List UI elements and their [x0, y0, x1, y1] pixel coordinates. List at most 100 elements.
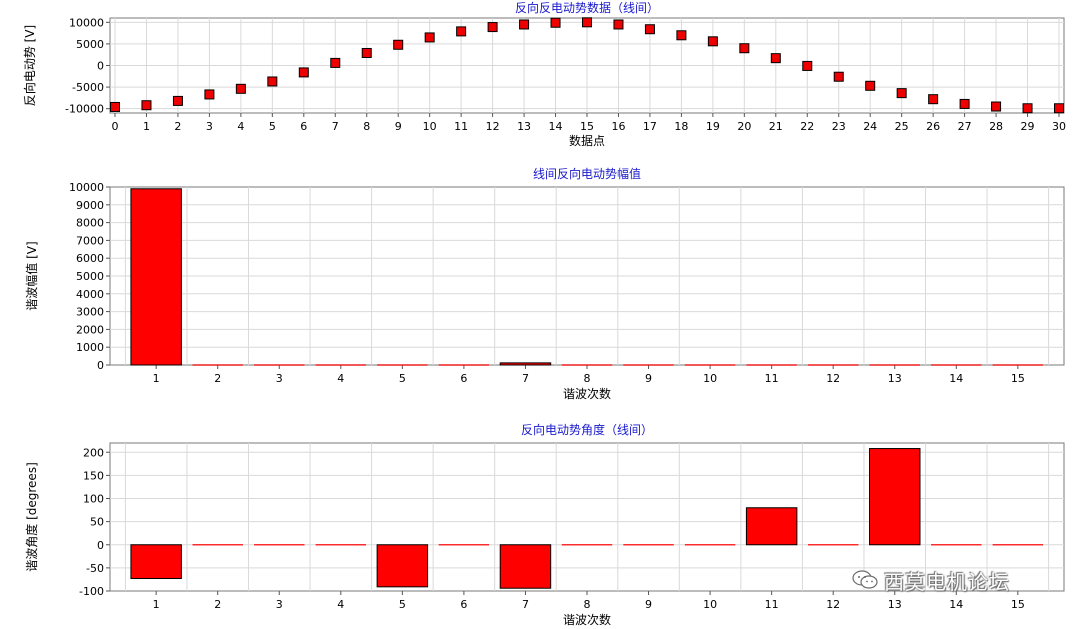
x-tick-label: 17	[643, 120, 657, 133]
x-tick-label: 15	[1011, 598, 1025, 611]
data-point	[204, 89, 215, 100]
x-tick-label: 2	[214, 372, 221, 385]
x-tick-label: 11	[765, 598, 779, 611]
watermark: 西莫电机论坛	[852, 566, 1010, 594]
y-tick-label: 2000	[76, 323, 104, 336]
x-tick-label: 10	[423, 120, 437, 133]
y-tick-label: 3000	[76, 306, 104, 319]
x-tick-label: 12	[826, 598, 840, 611]
x-tick-label: 26	[926, 120, 940, 133]
x-tick-label: 11	[454, 120, 468, 133]
data-point	[519, 19, 530, 30]
data-point	[424, 32, 435, 43]
x-tick-label: 6	[460, 598, 467, 611]
y-tick-label: 0	[97, 60, 104, 73]
data-point	[235, 83, 246, 94]
data-point	[456, 26, 467, 37]
y-tick-label: 150	[83, 469, 104, 482]
x-tick-label: 20	[737, 120, 751, 133]
data-point	[141, 100, 152, 111]
x-tick-label: 27	[958, 120, 972, 133]
y-tick-label: 10000	[69, 181, 104, 194]
x-tick-label: 4	[237, 120, 244, 133]
x-tick-label: 23	[832, 120, 846, 133]
bar	[869, 448, 921, 546]
x-axis-label: 谐波次数	[563, 386, 611, 401]
data-point	[298, 67, 309, 78]
x-tick-label: 9	[645, 372, 652, 385]
x-tick-label: 5	[399, 598, 406, 611]
data-point	[361, 47, 372, 58]
x-tick-label: 18	[674, 120, 688, 133]
x-tick-label: 8	[584, 372, 591, 385]
watermark-text: 西莫电机论坛	[884, 569, 1010, 594]
bar	[130, 188, 182, 366]
x-tick-label: 13	[517, 120, 531, 133]
y-tick-label: 200	[83, 446, 104, 459]
x-tick-label: 2	[174, 120, 181, 133]
x-tick-label: 29	[1021, 120, 1035, 133]
data-point	[991, 101, 1002, 112]
y-tick-label: 7000	[76, 234, 104, 247]
x-tick-label: 3	[276, 372, 283, 385]
y-tick-label: 5000	[76, 270, 104, 283]
y-axis-label: 谐波幅值 [V]	[24, 241, 39, 310]
data-point	[928, 94, 939, 105]
x-tick-label: 15	[1011, 372, 1025, 385]
y-tick-label: 8000	[76, 217, 104, 230]
x-tick-label: 24	[863, 120, 877, 133]
x-tick-label: 14	[949, 372, 963, 385]
y-tick-label: 9000	[76, 199, 104, 212]
x-tick-label: 1	[153, 598, 160, 611]
x-axis-label: 谐波次数	[563, 612, 611, 627]
x-tick-label: 14	[549, 120, 563, 133]
data-point	[644, 24, 655, 35]
y-tick-label: 5000	[76, 38, 104, 51]
data-point	[833, 71, 844, 82]
x-tick-label: 6	[300, 120, 307, 133]
data-point	[1022, 103, 1033, 114]
x-tick-label: 1	[143, 120, 150, 133]
x-tick-label: 3	[276, 598, 283, 611]
x-tick-label: 4	[337, 372, 344, 385]
x-tick-label: 12	[826, 372, 840, 385]
bar	[499, 544, 552, 589]
y-tick-label: 100	[83, 493, 104, 506]
x-tick-label: 3	[206, 120, 213, 133]
y-tick-label: -10000	[65, 103, 104, 116]
data-point	[172, 95, 183, 106]
data-point	[865, 80, 876, 91]
y-tick-label: 50	[90, 516, 104, 529]
bar	[376, 544, 429, 588]
y-tick-label: 1000	[76, 341, 104, 354]
x-tick-label: 7	[522, 598, 529, 611]
x-tick-label: 14	[949, 598, 963, 611]
data-point	[487, 22, 498, 33]
x-tick-label: 9	[395, 120, 402, 133]
x-tick-label: 8	[584, 598, 591, 611]
chart-title: 线间反向电动势幅值	[533, 166, 641, 181]
data-point	[110, 101, 120, 112]
data-point	[739, 43, 750, 54]
data-point	[393, 39, 404, 50]
x-tick-label: 30	[1052, 120, 1066, 133]
chart-title: 反向电动势角度（线间）	[521, 422, 653, 437]
y-tick-label: 6000	[76, 252, 104, 265]
x-tick-label: 7	[332, 120, 339, 133]
x-tick-label: 16	[611, 120, 625, 133]
data-point	[330, 57, 341, 68]
data-point	[802, 60, 813, 71]
y-tick-label: -50	[86, 562, 104, 575]
x-tick-label: 19	[706, 120, 720, 133]
y-tick-label: 0	[97, 359, 104, 372]
x-tick-label: 13	[888, 598, 902, 611]
data-point	[267, 76, 278, 87]
y-tick-label: -100	[79, 585, 104, 598]
data-point	[770, 53, 781, 64]
x-tick-label: 15	[580, 120, 594, 133]
x-tick-label: 21	[769, 120, 783, 133]
x-tick-label: 0	[112, 120, 119, 133]
data-point	[707, 36, 718, 47]
data-point	[896, 88, 907, 99]
